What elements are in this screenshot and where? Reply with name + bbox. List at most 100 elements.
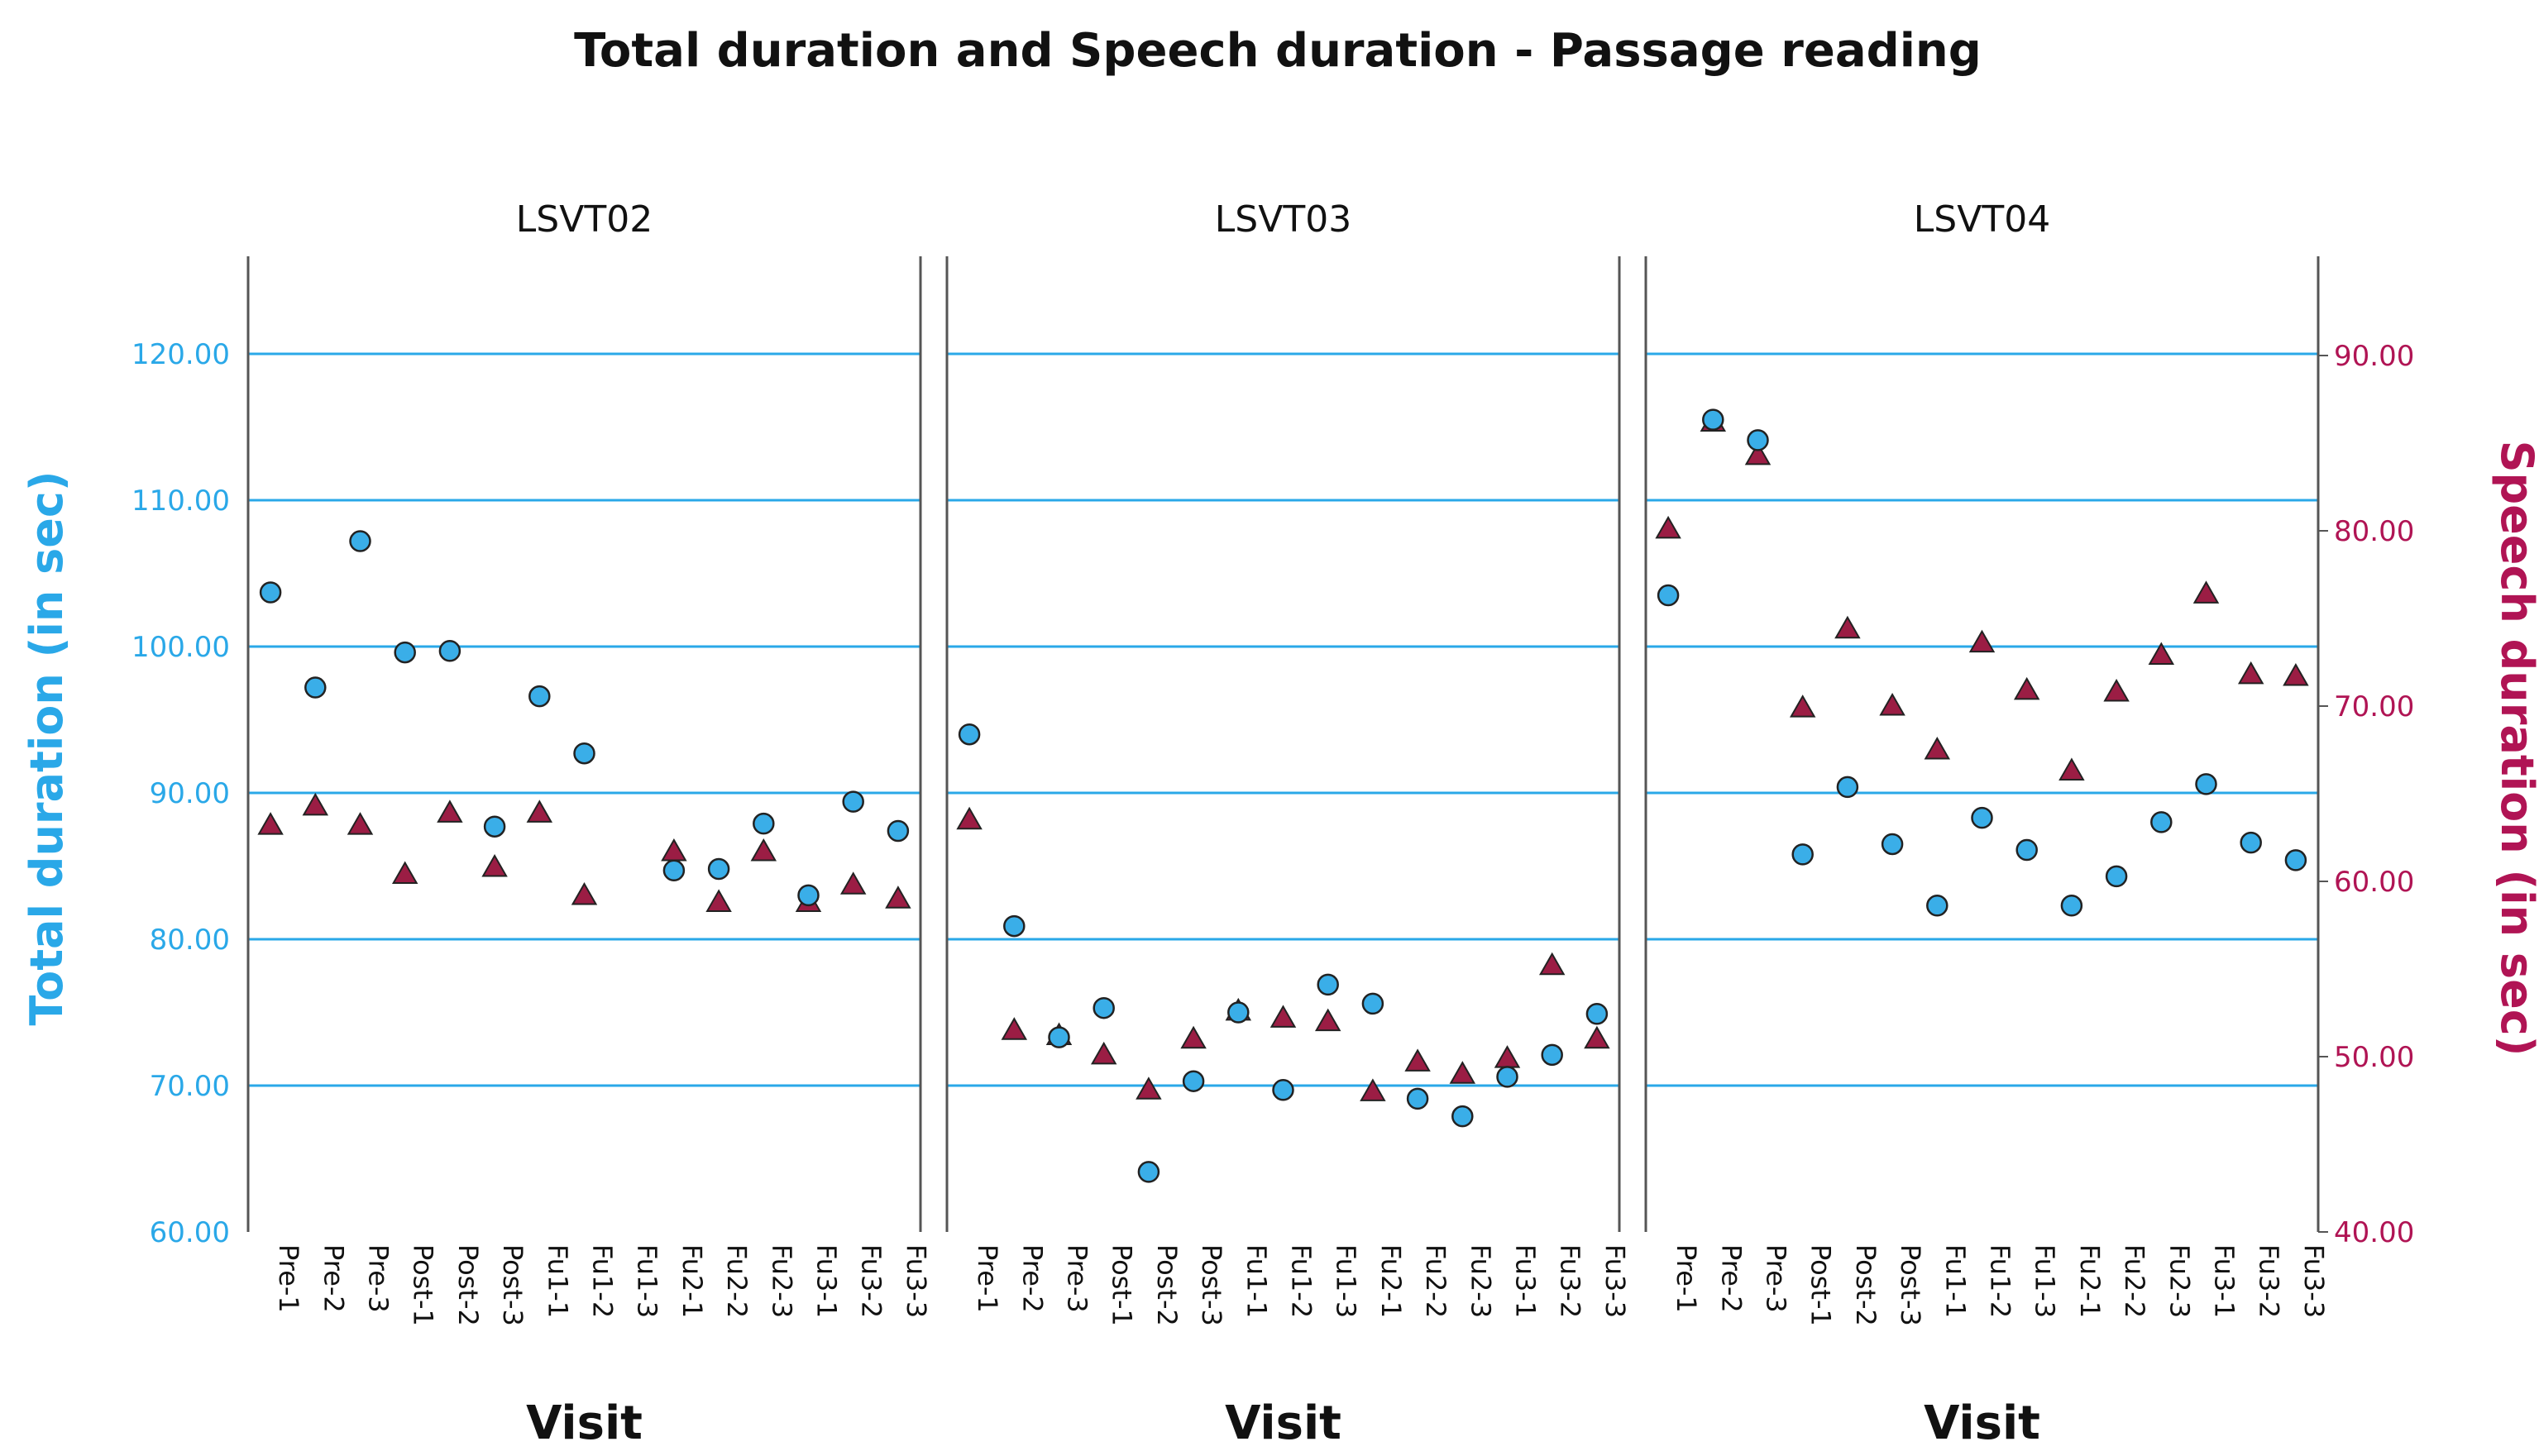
speech-duration-point	[1360, 1078, 1386, 1101]
right-y-axis-label: Speech duration (in sec)	[2491, 441, 2539, 1057]
total-duration-point	[707, 857, 730, 881]
total-duration-point	[1791, 843, 1814, 866]
grid-lines	[248, 352, 2318, 1087]
x-tick-label: Fu1-3	[632, 1244, 663, 1318]
x-tick-label: Fu3-1	[2209, 1244, 2240, 1318]
speech-duration-point	[2013, 676, 2040, 700]
total-duration-point	[483, 815, 506, 838]
total-duration-point	[797, 884, 820, 907]
speech-duration-point	[481, 854, 508, 877]
total-duration-point	[958, 723, 981, 746]
speech-duration-point	[2058, 757, 2085, 781]
left-y-tick-label: 70.00	[150, 1070, 230, 1103]
left-y-axis: 60.00 70.00 80.00 90.00 100.00 110.00 120.00	[131, 338, 230, 1249]
speech-duration-point	[2103, 679, 2130, 702]
x-tick-label: Pre-2	[1715, 1244, 1747, 1313]
total-duration-point	[438, 640, 461, 662]
left-y-tick-label: 90.00	[150, 777, 230, 810]
total-duration-point	[887, 819, 910, 843]
x-tick-label: Fu2-1	[2074, 1244, 2106, 1318]
speech-duration-point	[1314, 1008, 1341, 1032]
total-duration-point	[1048, 1026, 1070, 1048]
x-tick-label: Fu1-1	[1241, 1244, 1272, 1318]
x-tick-label: Fu3-2	[856, 1244, 887, 1318]
speech-duration-point	[1879, 692, 1905, 716]
total-duration-point	[2105, 865, 2128, 888]
x-tick-label: Fu1-2	[587, 1244, 619, 1318]
x-tick-label: Fu1-2	[1985, 1244, 2016, 1318]
speech-duration-point	[1449, 1061, 1476, 1084]
total-duration-point	[842, 790, 864, 813]
speech-duration-point	[1584, 1025, 1610, 1049]
speech-duration-point	[1136, 1076, 1162, 1100]
total-duration-point	[2240, 831, 2262, 854]
x-tick-label: Pre-1	[1671, 1244, 1702, 1313]
speech-duration-point	[956, 806, 983, 830]
panel-titles: LSVT02 LSVT03 LSVT04	[516, 198, 2050, 241]
speech-duration-point	[1090, 1041, 1117, 1065]
total-duration-point	[1836, 776, 1859, 799]
x-tick-label: Fu2-1	[677, 1244, 708, 1318]
x-axis-label: Visit	[526, 1396, 643, 1450]
panel-title: LSVT03	[1215, 198, 1351, 241]
x-tick-label: Post-3	[1196, 1244, 1227, 1326]
total-duration-point	[1093, 996, 1115, 1019]
speech-duration-point	[1924, 736, 1951, 760]
total-duration-point	[1137, 1161, 1160, 1183]
x-tick-label: Fu1-1	[1939, 1244, 1971, 1318]
left-y-tick-label: 100.00	[131, 631, 230, 664]
speech-duration-point	[1968, 629, 1996, 653]
total-duration-point	[1747, 429, 1769, 451]
x-tick-label: Fu3-3	[901, 1244, 932, 1318]
total-duration-point	[1971, 806, 1993, 829]
speech-duration-point	[1404, 1048, 1431, 1072]
speech-duration-point	[1270, 1005, 1297, 1028]
x-tick-label: Fu1-2	[1286, 1244, 1317, 1318]
right-y-tick-label: 60.00	[2334, 866, 2414, 899]
speech-duration-point	[1789, 695, 1816, 718]
x-tick-label: Fu2-2	[2119, 1244, 2150, 1318]
x-tick-label: Fu2-2	[721, 1244, 753, 1318]
right-y-tick-label: 40.00	[2334, 1216, 2414, 1249]
x-tick-label: Fu3-3	[1599, 1244, 1631, 1318]
speech-duration-point	[839, 871, 867, 895]
total-duration-point	[1272, 1079, 1294, 1101]
x-tick-label: Fu3-3	[2298, 1244, 2330, 1318]
speech-duration-point	[705, 889, 732, 912]
total-duration-point	[1702, 408, 1724, 431]
speech-duration-point	[347, 812, 374, 835]
total-duration-point	[259, 581, 282, 604]
left-y-tick-label: 60.00	[150, 1216, 230, 1249]
speech-duration-point	[302, 792, 329, 816]
x-tick-label: Fu3-2	[2254, 1244, 2285, 1318]
speech-duration-point	[2148, 642, 2175, 666]
right-y-tick-label: 90.00	[2334, 340, 2414, 373]
x-tick-label: Fu3-2	[1555, 1244, 1586, 1318]
x-tick-label: Post-2	[1151, 1244, 1183, 1326]
data-marks	[257, 408, 2309, 1183]
x-tick-label: Fu2-3	[766, 1244, 797, 1318]
total-duration-point	[753, 812, 775, 835]
speech-duration-point	[526, 800, 553, 823]
speech-duration-point	[885, 886, 911, 909]
left-y-axis-label: Total duration (in sec)	[21, 470, 73, 1025]
panel-title: LSVT02	[516, 198, 653, 241]
speech-duration-point	[2192, 580, 2220, 604]
chart-title: Total duration and Speech duration - Pas…	[574, 24, 1982, 78]
speech-duration-point	[1001, 1017, 1028, 1040]
speech-duration-point	[2283, 662, 2309, 686]
x-tick-label: Fu1-1	[542, 1244, 573, 1318]
x-tick-label: Post-2	[452, 1244, 484, 1326]
x-axes: Pre-1 Pre-2 Pre-3 Post-1 Post-2 Post-3 Fu1-1 Fu…	[273, 1244, 2330, 1450]
left-y-tick-label: 110.00	[131, 485, 230, 518]
x-tick-label: Post-1	[1107, 1244, 1138, 1326]
speech-duration-point	[1538, 952, 1566, 976]
x-tick-label: Pre-3	[1062, 1244, 1093, 1313]
x-tick-label: Post-3	[1895, 1244, 1926, 1326]
speech-duration-point	[1834, 615, 1861, 639]
total-duration-point	[1317, 973, 1339, 996]
right-y-axis: 40.00 50.00 60.00 70.00 80.00 90.00	[2318, 340, 2414, 1249]
panel-frames	[246, 256, 2320, 1232]
x-tick-label: Pre-1	[273, 1244, 304, 1313]
